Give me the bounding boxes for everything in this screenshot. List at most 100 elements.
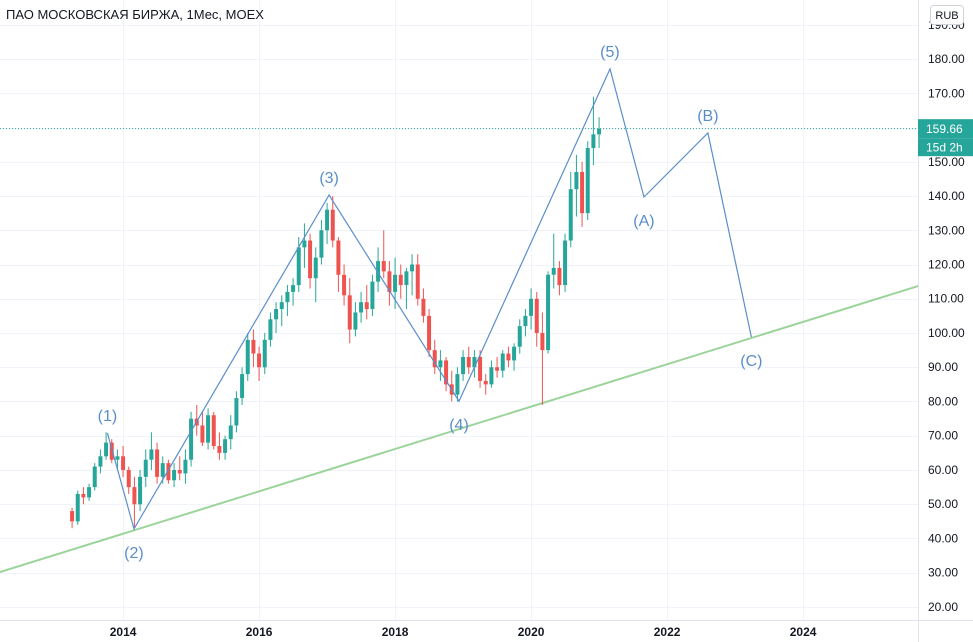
candle-body	[138, 476, 143, 505]
y-tick-label: 100.00	[928, 326, 965, 340]
candle-down	[330, 196, 335, 248]
x-tick-label: 2022	[654, 625, 681, 639]
candle-body	[87, 487, 92, 498]
candle-body	[274, 309, 279, 320]
candle-body	[330, 209, 335, 241]
candle-down	[495, 356, 500, 378]
candle-body	[495, 367, 500, 371]
price-axis[interactable]: 190.00180.00170.00150.00140.00130.00120.…	[918, 18, 973, 614]
candle-up	[115, 449, 120, 470]
candle-down	[70, 507, 75, 529]
candle-body	[251, 339, 256, 354]
candle-body	[432, 350, 437, 368]
candle-body	[393, 274, 398, 292]
x-tick-label: 2020	[518, 625, 545, 639]
candle-up	[87, 483, 92, 501]
candle-body	[568, 189, 573, 241]
wave-label: (B)	[697, 108, 718, 125]
candle-up	[523, 309, 528, 337]
candle-body	[70, 511, 75, 522]
candle-body	[121, 456, 126, 470]
time-axis[interactable]: 2014 2016 2018 2020 2022 2024	[110, 625, 817, 639]
y-tick-label: 180.00	[928, 52, 965, 66]
currency-label[interactable]: RUB	[935, 10, 958, 22]
candle-body	[421, 298, 426, 316]
candle-up	[104, 432, 109, 460]
candle-body	[325, 209, 330, 231]
candle-body	[415, 264, 420, 299]
candle-body	[291, 285, 296, 292]
candle-down	[540, 312, 545, 405]
candle-down	[132, 476, 137, 529]
symbol-title: ПАО МОСКОВСКАЯ БИРЖА, 1Мес, MOEX	[6, 7, 264, 22]
candle-body	[347, 295, 352, 330]
candle-down	[580, 161, 585, 227]
candle-body	[540, 332, 545, 351]
candle-body	[427, 315, 432, 351]
candle-down	[109, 439, 114, 464]
candle-up	[223, 435, 228, 460]
candle-up	[591, 96, 596, 166]
candle-body	[353, 312, 358, 330]
candle-body	[483, 380, 488, 385]
candle-body	[404, 271, 409, 286]
candle-up	[546, 271, 551, 354]
candle-up	[143, 449, 148, 488]
grid	[0, 0, 918, 620]
candle-up	[279, 295, 284, 327]
elliott-wave-drawing[interactable]: (1) (2) (3) (4) (5) (A) (B) (C)	[98, 44, 763, 562]
candle-up	[370, 274, 375, 316]
candle-body	[189, 418, 194, 460]
chart-pane[interactable]: (1) (2) (3) (4) (5) (A) (B) (C)	[0, 0, 918, 620]
candle-body	[262, 339, 267, 368]
candle-body	[410, 264, 415, 272]
candle-up	[319, 219, 324, 265]
candle-up	[455, 367, 460, 402]
support-trendline[interactable]	[0, 285, 918, 574]
candle-up	[597, 117, 602, 149]
y-tick-label: 70.00	[928, 429, 958, 443]
candle-body	[245, 339, 250, 375]
bar-countdown-badge	[918, 138, 973, 157]
candle-body	[500, 353, 505, 371]
candle-up	[313, 247, 318, 303]
candle-down	[200, 411, 205, 447]
candle-up	[189, 411, 194, 467]
candle-down	[415, 254, 420, 306]
candle-up	[268, 312, 273, 347]
candle-body	[574, 172, 579, 190]
candle-body	[523, 315, 528, 327]
candle-body	[591, 134, 596, 149]
candle-body	[438, 360, 443, 368]
currency-button[interactable]: RUB	[930, 5, 964, 25]
candle-up	[574, 154, 579, 217]
candle-body	[155, 449, 160, 477]
candle-up	[410, 254, 415, 296]
wave-label: (A)	[633, 213, 654, 230]
candle-down	[432, 339, 437, 375]
bar-countdown-value: 15d 2h	[926, 141, 963, 155]
candle-body	[268, 319, 273, 340]
wave-label: (4)	[449, 417, 469, 434]
currency-button-frame[interactable]	[930, 5, 964, 25]
candle-body	[81, 493, 86, 498]
candle-down	[166, 459, 171, 484]
candle-up	[500, 350, 505, 378]
candle-body	[183, 459, 188, 474]
candle-down	[381, 230, 386, 279]
candle-down	[427, 309, 432, 357]
candle-down	[121, 446, 126, 477]
candle-body	[166, 463, 171, 481]
y-tick-label: 80.00	[928, 394, 958, 408]
candle-down	[177, 456, 182, 481]
elliott-wave-line[interactable]	[106, 67, 752, 531]
candle-up	[472, 350, 477, 378]
candle-body	[551, 267, 556, 275]
candle-body	[308, 240, 313, 279]
candle-body	[115, 456, 120, 460]
candle-body	[534, 298, 539, 333]
candle-up	[489, 360, 494, 388]
y-tick-label: 20.00	[928, 600, 958, 614]
